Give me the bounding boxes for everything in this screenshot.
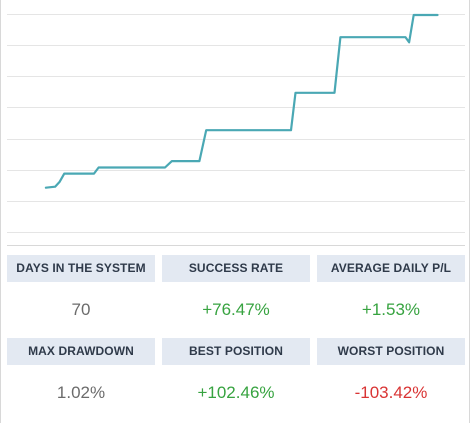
stats-value-row-2: 1.02% +102.46% -103.42% bbox=[7, 365, 465, 421]
stats-header-row-2: MAX DRAWDOWN BEST POSITION WORST POSITIO… bbox=[7, 338, 465, 365]
days-in-system-label: DAYS IN THE SYSTEM bbox=[7, 255, 155, 282]
equity-line bbox=[44, 13, 439, 189]
success-rate-value: +76.47% bbox=[202, 300, 270, 319]
average-daily-pl-value: +1.53% bbox=[361, 300, 421, 319]
equity-chart-svg bbox=[7, 13, 465, 246]
chart-grid bbox=[7, 14, 465, 246]
worst-position-value: -103.42% bbox=[354, 383, 428, 402]
best-position-value: +102.46% bbox=[197, 383, 275, 402]
stats-grid: DAYS IN THE SYSTEM SUCCESS RATE AVERAGE … bbox=[7, 255, 465, 421]
stats-header-row-1: DAYS IN THE SYSTEM SUCCESS RATE AVERAGE … bbox=[7, 255, 465, 282]
max-drawdown-label: MAX DRAWDOWN bbox=[7, 338, 155, 365]
worst-position-label: WORST POSITION bbox=[317, 338, 465, 365]
equity-chart bbox=[7, 0, 465, 246]
max-drawdown-value: 1.02% bbox=[56, 383, 106, 402]
days-in-system-value: 70 bbox=[71, 300, 91, 319]
best-position-label: BEST POSITION bbox=[162, 338, 310, 365]
average-daily-pl-label: AVERAGE DAILY P/L bbox=[317, 255, 465, 282]
stats-value-row-1: 70 +76.47% +1.53% bbox=[7, 282, 465, 338]
success-rate-label: SUCCESS RATE bbox=[162, 255, 310, 282]
